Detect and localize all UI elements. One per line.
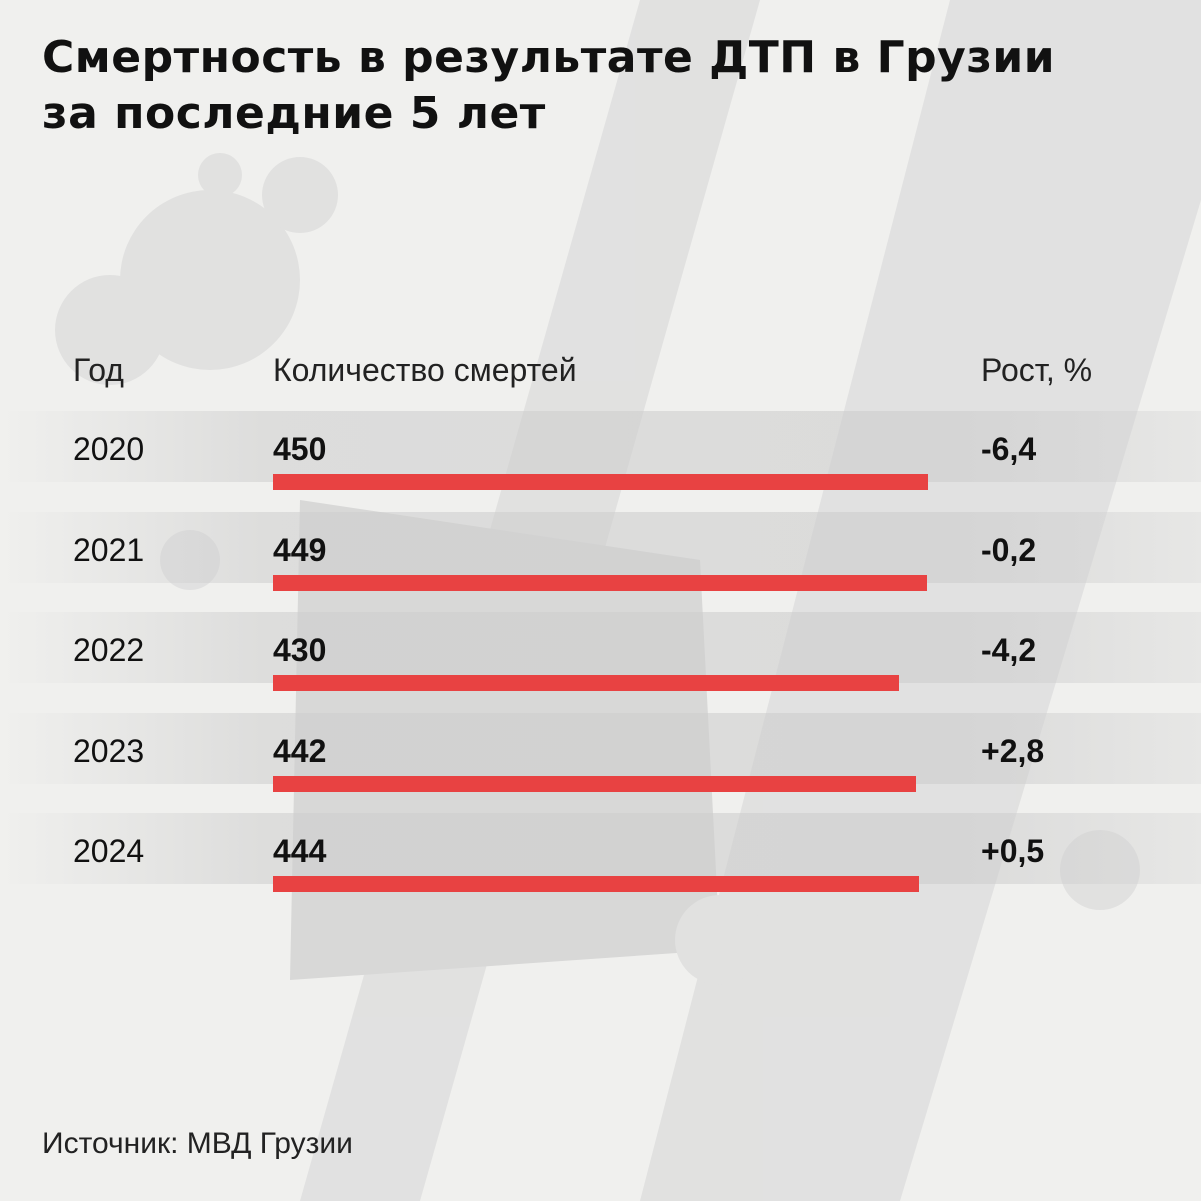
row-band <box>0 411 1201 482</box>
title-line-2: за последние 5 лет <box>42 88 546 139</box>
year-label: 2024 <box>73 833 145 869</box>
year-label: 2022 <box>73 632 145 668</box>
value-label: 430 <box>273 632 327 668</box>
year-label: 2020 <box>73 431 145 467</box>
source-note: Источник: МВД Грузии <box>42 1127 353 1160</box>
growth-label: +0,5 <box>981 833 1045 869</box>
value-label: 450 <box>273 431 327 467</box>
growth-label: -0,2 <box>981 531 1037 568</box>
title-line-1: Смертность в результате ДТП в Грузии <box>42 32 1056 83</box>
chart-title: Смертность в результате ДТП в Грузии за п… <box>42 30 1142 142</box>
bar-2021 <box>273 574 927 591</box>
value-label: 442 <box>273 732 327 769</box>
bar-2020 <box>273 474 928 490</box>
growth-label: +2,8 <box>981 732 1045 769</box>
growth-label: -6,4 <box>981 431 1037 467</box>
header-growth: Рост, % <box>981 352 1093 388</box>
bar-2022 <box>273 675 899 691</box>
row-band <box>0 511 1201 583</box>
header-deaths: Количество смертей <box>273 352 577 388</box>
year-label: 2021 <box>73 531 145 568</box>
growth-label: -4,2 <box>981 632 1037 668</box>
header-year: Год <box>73 352 124 388</box>
year-label: 2023 <box>73 732 145 769</box>
bar-2023 <box>273 775 917 792</box>
row-band <box>0 712 1201 784</box>
row-band <box>0 612 1201 683</box>
value-label: 449 <box>273 531 327 568</box>
row-band <box>0 813 1201 884</box>
value-label: 444 <box>273 833 327 869</box>
bar-2024 <box>273 876 920 892</box>
